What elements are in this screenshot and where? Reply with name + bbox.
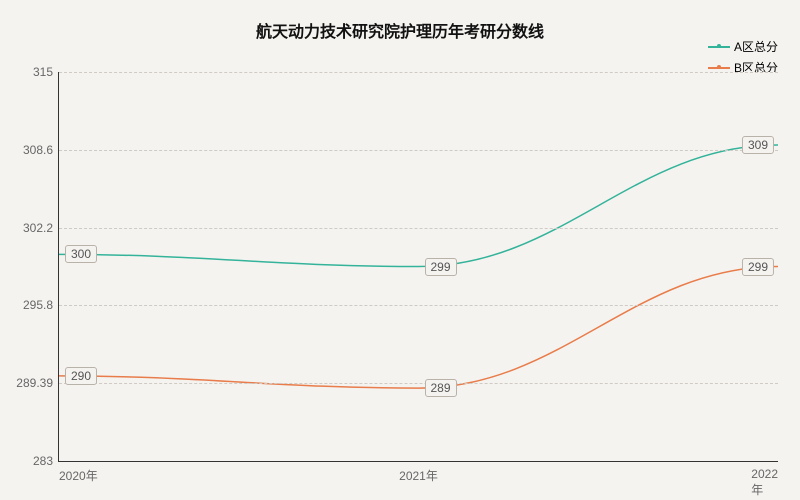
y-tick-label: 283 xyxy=(33,454,59,468)
data-label: 309 xyxy=(742,136,774,154)
gridline xyxy=(59,72,778,73)
legend-item-a: A区总分 xyxy=(708,38,778,55)
chart-container: 航天动力技术研究院护理历年考研分数线 A区总分 B区总分 283289.3929… xyxy=(0,0,800,500)
gridline xyxy=(59,150,778,151)
y-tick-label: 308.6 xyxy=(23,143,59,157)
legend-swatch-b xyxy=(708,67,730,69)
legend-label-a: A区总分 xyxy=(734,38,778,55)
series-line xyxy=(59,267,778,389)
data-label: 290 xyxy=(65,367,97,385)
data-label: 299 xyxy=(742,258,774,276)
y-tick-label: 302.2 xyxy=(23,221,59,235)
chart-lines-svg xyxy=(59,72,778,461)
data-label: 299 xyxy=(425,258,457,276)
series-line xyxy=(59,145,778,267)
y-tick-label: 289.39 xyxy=(16,376,59,390)
y-tick-label: 315 xyxy=(33,65,59,79)
gridline xyxy=(59,228,778,229)
data-label: 300 xyxy=(65,245,97,263)
y-tick-label: 295.8 xyxy=(23,298,59,312)
x-tick-label: 2020年 xyxy=(59,461,98,484)
chart-title: 航天动力技术研究院护理历年考研分数线 xyxy=(256,18,544,42)
gridline xyxy=(59,383,778,384)
x-tick-label: 2022年 xyxy=(751,461,778,498)
legend-swatch-a xyxy=(708,46,730,48)
plot-area: 283289.39295.8302.2308.63152020年2021年202… xyxy=(58,72,778,462)
data-label: 289 xyxy=(425,379,457,397)
gridline xyxy=(59,305,778,306)
x-tick-label: 2021年 xyxy=(399,461,438,484)
